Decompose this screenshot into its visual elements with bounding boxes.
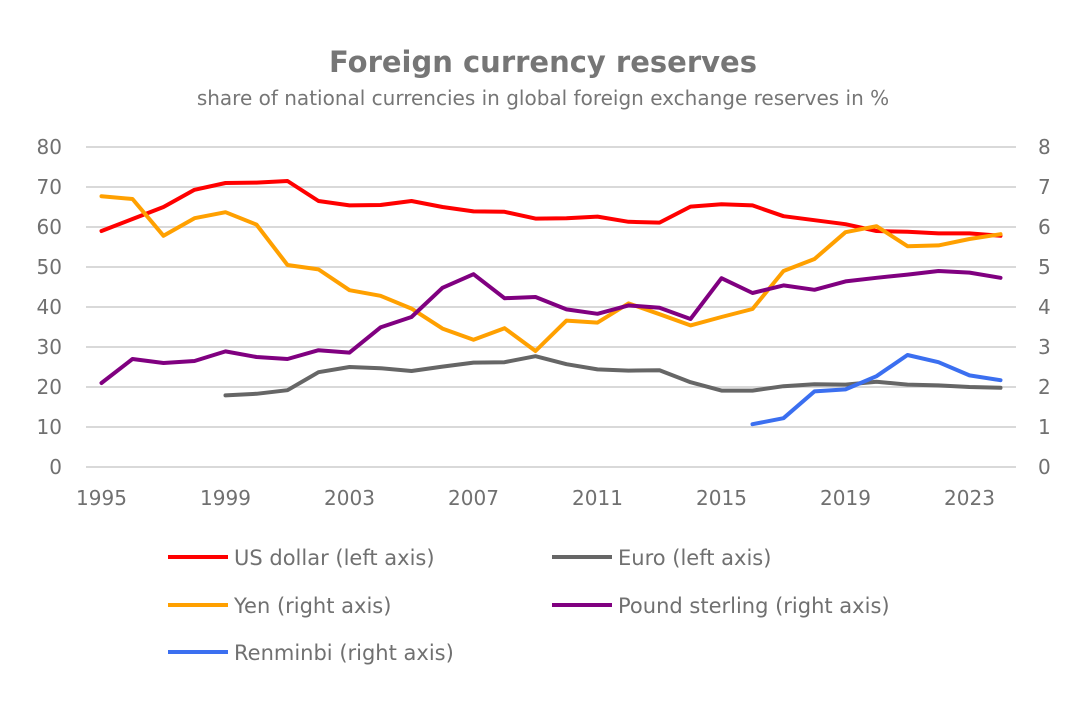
legend-label: Renminbi (right axis) xyxy=(234,641,454,665)
x-axis-tick-label: 2019 xyxy=(820,486,871,510)
x-axis-tick-label: 2011 xyxy=(572,486,623,510)
legend-label: US dollar (left axis) xyxy=(234,546,435,570)
series-line-yen xyxy=(99,194,1003,353)
series-line-pound-sterling xyxy=(99,269,1003,385)
series-lines xyxy=(99,179,1003,427)
right-axis-tick-label: 8 xyxy=(1038,135,1051,159)
right-axis-tick-label: 7 xyxy=(1038,175,1051,199)
x-axis-tick-label: 2003 xyxy=(324,486,375,510)
legend-item-yen: Yen (right axis) xyxy=(168,594,391,618)
left-axis-tick-label: 30 xyxy=(37,335,62,359)
legend-label: Euro (left axis) xyxy=(618,546,771,570)
left-axis-tick-label: 50 xyxy=(37,255,62,279)
chart-title: Foreign currency reserves xyxy=(329,45,757,79)
right-axis-ticks: 0 1 2 3 4 5 6 7 8 xyxy=(1038,135,1051,479)
right-axis-tick-label: 6 xyxy=(1038,215,1051,239)
legend-item-pound-sterling: Pound sterling (right axis) xyxy=(552,594,890,618)
x-axis-tick-label: 1995 xyxy=(76,486,127,510)
left-axis-tick-label: 80 xyxy=(37,135,62,159)
legend-item-renminbi: Renminbi (right axis) xyxy=(168,641,454,665)
right-axis-tick-label: 1 xyxy=(1038,415,1051,439)
left-axis-tick-label: 0 xyxy=(49,455,62,479)
legend-label: Pound sterling (right axis) xyxy=(618,594,890,618)
left-axis-tick-label: 20 xyxy=(37,375,62,399)
right-axis-tick-label: 4 xyxy=(1038,295,1051,319)
legend-item-us-dollar: US dollar (left axis) xyxy=(168,546,435,570)
series-line-renminbi xyxy=(750,353,1003,427)
series-line-euro xyxy=(223,354,1003,398)
x-axis-ticks: 1995 1999 2003 2007 2011 2015 2019 2023 xyxy=(76,486,995,510)
left-axis-ticks: 0 10 20 30 40 50 60 70 80 xyxy=(37,135,62,479)
chart-subtitle: share of national currencies in global f… xyxy=(197,86,889,110)
left-axis-tick-label: 10 xyxy=(37,415,62,439)
right-axis-tick-label: 3 xyxy=(1038,335,1051,359)
gridlines xyxy=(86,146,1016,468)
x-axis-tick-label: 2015 xyxy=(696,486,747,510)
right-axis-tick-label: 5 xyxy=(1038,255,1051,279)
legend: US dollar (left axis) Euro (left axis) Yen… xyxy=(168,546,890,665)
legend-item-euro: Euro (left axis) xyxy=(552,546,771,570)
legend-label: Yen (right axis) xyxy=(233,594,391,618)
right-axis-tick-label: 0 xyxy=(1038,455,1051,479)
left-axis-tick-label: 40 xyxy=(37,295,62,319)
series-line-us-dollar xyxy=(99,179,1003,238)
left-axis-tick-label: 70 xyxy=(37,175,62,199)
x-axis-tick-label: 2007 xyxy=(448,486,499,510)
right-axis-tick-label: 2 xyxy=(1038,375,1051,399)
x-axis-tick-label: 2023 xyxy=(944,486,995,510)
x-axis-tick-label: 1999 xyxy=(200,486,251,510)
left-axis-tick-label: 60 xyxy=(37,215,62,239)
